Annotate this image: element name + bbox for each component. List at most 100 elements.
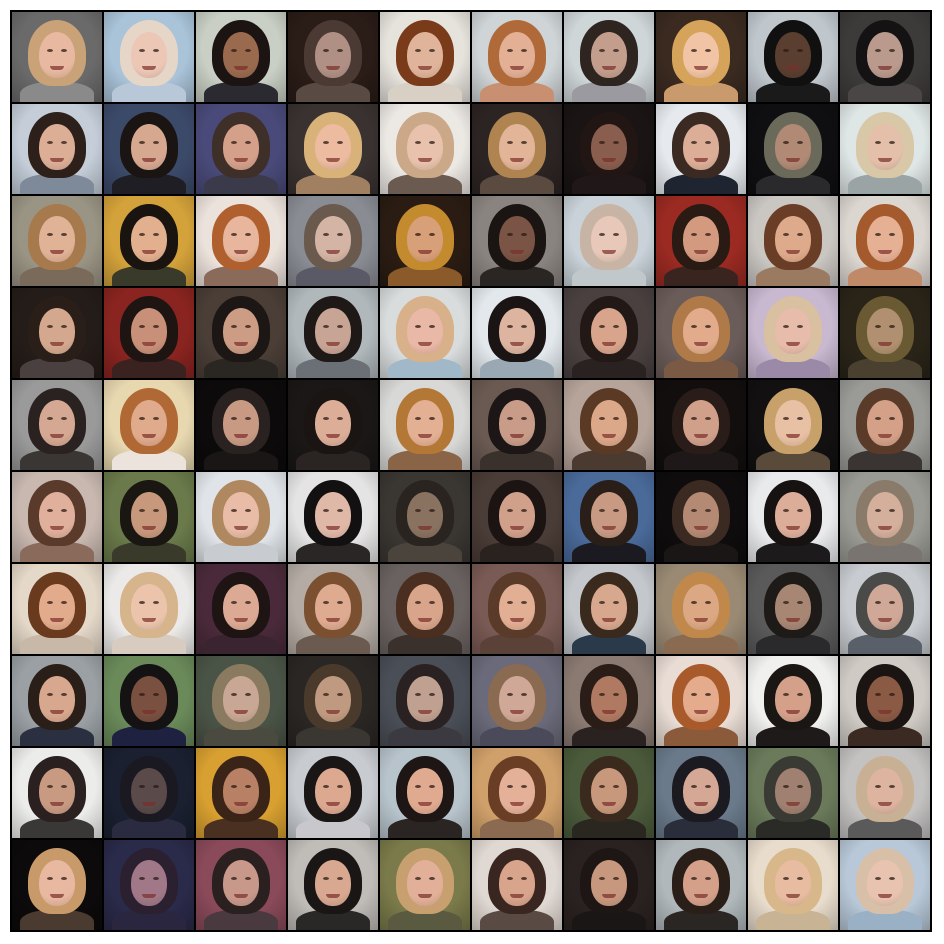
face-tile — [472, 840, 562, 930]
left-eye — [323, 601, 329, 604]
right-eye — [797, 601, 803, 604]
shoulders — [756, 266, 830, 286]
left-eye — [875, 693, 881, 696]
right-eye — [705, 233, 711, 236]
shoulders — [112, 450, 186, 470]
left-eye — [231, 325, 237, 328]
face-tile — [380, 472, 470, 562]
left-eye — [323, 233, 329, 236]
right-eye — [245, 49, 251, 52]
left-eye — [47, 693, 53, 696]
shoulders — [20, 542, 94, 562]
mouth — [50, 894, 64, 898]
left-eye — [691, 417, 697, 420]
right-eye — [521, 785, 527, 788]
left-eye — [875, 877, 881, 880]
shoulders — [296, 634, 370, 654]
shoulders — [388, 910, 462, 930]
mouth — [50, 710, 64, 714]
face — [315, 768, 351, 814]
face — [683, 400, 719, 446]
face-tile — [656, 196, 746, 286]
left-eye — [875, 233, 881, 236]
face-tile — [564, 656, 654, 746]
right-eye — [613, 233, 619, 236]
left-eye — [231, 49, 237, 52]
shoulders — [572, 174, 646, 194]
right-eye — [797, 233, 803, 236]
right-eye — [797, 325, 803, 328]
right-eye — [245, 141, 251, 144]
face — [867, 32, 903, 78]
left-eye — [139, 877, 145, 880]
shoulders — [664, 634, 738, 654]
right-eye — [797, 49, 803, 52]
face-tile — [564, 840, 654, 930]
face — [39, 492, 75, 538]
face — [867, 400, 903, 446]
left-eye — [875, 509, 881, 512]
left-eye — [691, 325, 697, 328]
face — [775, 308, 811, 354]
shoulders — [756, 82, 830, 102]
face-tile — [196, 196, 286, 286]
face-tile — [196, 748, 286, 838]
left-eye — [323, 141, 329, 144]
mouth — [510, 250, 524, 254]
right-eye — [61, 49, 67, 52]
face-tile — [472, 288, 562, 378]
right-eye — [429, 417, 435, 420]
mouth — [418, 250, 432, 254]
mouth — [602, 526, 616, 530]
face-tile — [564, 104, 654, 194]
right-eye — [61, 877, 67, 880]
mouth — [786, 894, 800, 898]
shoulders — [756, 542, 830, 562]
mouth — [694, 158, 708, 162]
right-eye — [705, 509, 711, 512]
face-tile — [196, 472, 286, 562]
shoulders — [112, 82, 186, 102]
right-eye — [245, 417, 251, 420]
mouth — [878, 802, 892, 806]
left-eye — [231, 693, 237, 696]
face-tile — [288, 840, 378, 930]
shoulders — [572, 358, 646, 378]
right-eye — [61, 233, 67, 236]
left-eye — [415, 233, 421, 236]
shoulders — [204, 634, 278, 654]
face-tile — [288, 380, 378, 470]
shoulders — [296, 910, 370, 930]
shoulders — [480, 82, 554, 102]
face — [315, 860, 351, 906]
left-eye — [139, 601, 145, 604]
face — [591, 32, 627, 78]
face-tile — [104, 12, 194, 102]
shoulders — [848, 910, 922, 930]
left-eye — [47, 509, 53, 512]
mouth — [326, 710, 340, 714]
left-eye — [323, 785, 329, 788]
left-eye — [783, 325, 789, 328]
shoulders — [388, 266, 462, 286]
face — [591, 308, 627, 354]
right-eye — [521, 49, 527, 52]
mouth — [878, 710, 892, 714]
shoulders — [664, 174, 738, 194]
shoulders — [296, 726, 370, 746]
face-tile — [748, 748, 838, 838]
left-eye — [47, 417, 53, 420]
face — [591, 216, 627, 262]
mouth — [326, 342, 340, 346]
left-eye — [599, 325, 605, 328]
right-eye — [705, 601, 711, 604]
left-eye — [139, 509, 145, 512]
mouth — [234, 158, 248, 162]
face — [591, 860, 627, 906]
face-tile — [380, 840, 470, 930]
face — [407, 308, 443, 354]
mouth — [418, 66, 432, 70]
shoulders — [756, 450, 830, 470]
shoulders — [664, 818, 738, 838]
face — [775, 124, 811, 170]
